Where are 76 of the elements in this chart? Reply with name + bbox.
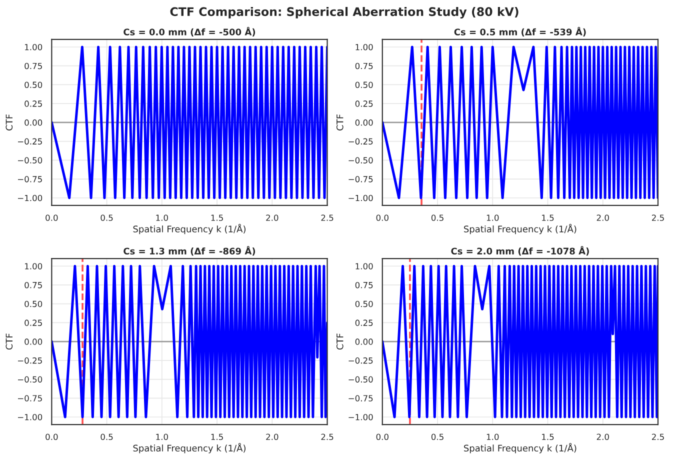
x-tick-label: 0.0: [376, 214, 388, 221]
y-tick-label: −1.00: [18, 194, 42, 202]
line-series: [382, 264, 658, 418]
y-tick-label: 1.00: [356, 44, 373, 50]
x-tick-label: 2.0: [596, 214, 609, 221]
y-tick-label: −0.50: [18, 376, 42, 383]
x-tick-label: 1.0: [486, 434, 499, 440]
y-tick-label: −0.75: [18, 395, 42, 402]
x-tick-label: 0.5: [431, 434, 444, 440]
y-tick-label: −0.75: [348, 395, 373, 402]
x-tick-label: 1.5: [211, 434, 223, 440]
x-axis-title: Spatial Frequency k (1/Å): [133, 443, 246, 454]
y-tick-label: 0.00: [24, 338, 42, 345]
x-tick-label: 1.0: [156, 434, 168, 440]
y-tick-label: 0.75: [24, 282, 42, 288]
y-tick-label: 0.00: [355, 338, 373, 345]
x-tick-label: 1.5: [542, 214, 554, 221]
y-tick-label: 0.75: [355, 62, 373, 70]
line-series: [52, 264, 328, 418]
x-axis-title: Spatial Frequency k (1/Å): [133, 224, 246, 234]
y-tick-label: 0.00: [24, 119, 42, 126]
y-tick-label: 0.50: [24, 300, 42, 308]
y-tick-label: 0.00: [355, 119, 373, 126]
chart-title: Cs = 1.3 mm (Δf = -869 Å): [124, 246, 256, 256]
x-tick-label: 0.0: [46, 434, 58, 440]
x-tick-label: 0.5: [100, 214, 113, 221]
text: CTF Comparison: Spherical Aberration Study (80 kV): [170, 6, 518, 18]
chart-title: Cs = 2.0 mm (Δf = -1078 Å): [451, 246, 589, 256]
y-tick-label: 0.25: [355, 100, 373, 107]
y-tick-label: −1.00: [348, 414, 373, 420]
y-tick-label: −0.75: [348, 176, 373, 182]
y-tick-label: 0.50: [355, 82, 373, 88]
x-tick-label: 2.5: [321, 214, 334, 221]
y-tick-label: 0.50: [24, 82, 42, 88]
x-tick-label: 0.5: [100, 434, 113, 440]
x-axis-title: Spatial Frequency k (1/Å): [464, 443, 576, 454]
y-tick-label: −0.75: [18, 176, 42, 182]
x-tick-label: 2.0: [266, 214, 278, 221]
y-tick-label: −0.50: [18, 157, 42, 164]
y-tick-label: −1.00: [18, 414, 42, 420]
y-tick-label: −0.25: [348, 138, 373, 145]
x-tick-label: 1.5: [211, 214, 223, 221]
x-tick-label: 1.5: [542, 434, 554, 440]
y-tick-label: 0.25: [24, 320, 42, 326]
y-tick-label: −0.50: [348, 376, 373, 383]
chart-title: Cs = 0.0 mm (Δf = -500 Å): [124, 26, 256, 36]
y-tick-label: 0.50: [355, 300, 373, 308]
x-tick-label: 2.0: [596, 434, 609, 440]
x-tick-label: 0.0: [376, 434, 388, 440]
y-tick-label: 1.00: [25, 263, 42, 270]
x-tick-label: 2.5: [652, 214, 664, 221]
y-tick-label: −0.25: [18, 138, 42, 145]
y-tick-label: 0.25: [355, 320, 373, 326]
y-tick-label: 1.00: [25, 44, 42, 50]
chart-title: Cs = 0.5 mm (Δf = -539 Å): [454, 26, 586, 36]
y-tick-label: −0.25: [348, 357, 373, 364]
y-tick-label: −1.00: [348, 194, 373, 202]
x-tick-label: 0.5: [431, 214, 444, 221]
y-tick-label: 0.75: [355, 282, 373, 288]
line-series: [382, 46, 658, 200]
y-tick-label: −0.25: [18, 357, 42, 364]
x-tick-label: 2.5: [321, 434, 334, 440]
x-tick-label: 1.0: [156, 214, 168, 221]
x-tick-label: 2.5: [652, 434, 664, 440]
y-tick-label: −0.50: [348, 157, 373, 164]
y-tick-label: 0.25: [24, 100, 42, 107]
y-axis-title: CTF: [336, 334, 344, 350]
x-tick-label: 2.0: [266, 434, 278, 440]
x-tick-label: 1.0: [486, 214, 499, 221]
y-axis-title: CTF: [6, 334, 13, 350]
x-axis-title: Spatial Frequency k (1/Å): [464, 224, 576, 234]
y-tick-label: 0.75: [24, 62, 42, 70]
y-axis-title: CTF: [6, 114, 13, 130]
y-tick-label: 1.00: [356, 263, 373, 270]
x-tick-label: 0.0: [46, 214, 58, 221]
y-axis-title: CTF: [336, 114, 344, 130]
